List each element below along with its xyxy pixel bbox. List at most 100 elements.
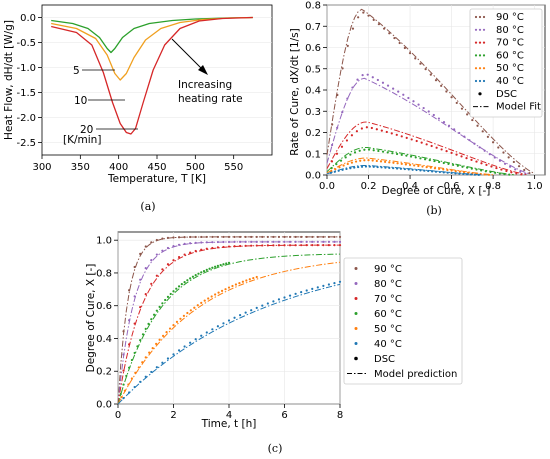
legend-marker (354, 297, 358, 300)
dsc-point (475, 168, 478, 171)
dsc-point (498, 172, 501, 175)
dsc-point (445, 90, 448, 93)
dsc-point (475, 160, 478, 163)
dsc-point (155, 253, 158, 256)
dsc-point (169, 292, 172, 296)
dsc-point (486, 135, 490, 138)
panel-a-xlabel: Temperature, T [K] (107, 173, 206, 185)
dsc-point (330, 143, 334, 147)
dsc-point (419, 169, 422, 172)
dsc-point (250, 309, 253, 312)
y-tick-label: -1.0 (16, 63, 36, 74)
dsc-point (470, 167, 473, 170)
dsc-point (134, 371, 137, 374)
dsc-point (520, 173, 523, 176)
legend-marker (474, 79, 478, 83)
dsc-point (433, 159, 436, 163)
dsc-point (415, 168, 418, 172)
dsc-point (200, 301, 203, 305)
dsc-point (455, 153, 458, 156)
dsc-point (217, 291, 220, 294)
dsc-point (468, 139, 471, 142)
dsc-point (172, 259, 175, 262)
dsc-point (424, 68, 427, 71)
dsc-point (478, 146, 481, 149)
dsc-point (214, 265, 217, 268)
dsc-point (362, 11, 365, 14)
dsc-point (431, 170, 434, 173)
dsc-point (336, 126, 339, 129)
dsc-point (414, 156, 417, 159)
dsc-point (155, 238, 158, 242)
model-fit-line (326, 164, 483, 176)
dsc-point (395, 167, 399, 170)
dsc-point (396, 162, 399, 165)
dsc-point (133, 322, 136, 325)
dsc-point (150, 259, 153, 262)
dsc-point (177, 255, 181, 259)
x-tick-label: 400 (109, 162, 128, 173)
dsc-point (216, 235, 219, 239)
dsc-point (450, 151, 453, 154)
x-tick-label: 6 (281, 410, 287, 421)
dsc-point (434, 79, 438, 82)
dsc-point (261, 235, 264, 239)
dsc-point (125, 374, 128, 377)
dsc-point (144, 267, 147, 270)
dsc-point (424, 158, 427, 161)
dsc-point (440, 84, 443, 87)
dsc-point (152, 313, 156, 316)
dsc-point (128, 319, 131, 322)
y-tick-label: 0.0 (20, 13, 36, 24)
heatflow-line-5 (51, 16, 253, 54)
dsc-point (250, 240, 253, 243)
dsc-point (222, 235, 225, 239)
dsc-point (485, 163, 488, 167)
legend-label: 70 °C (496, 38, 524, 49)
dsc-point (288, 244, 292, 247)
dsc-point (400, 135, 403, 138)
dsc-point (122, 397, 125, 400)
dsc-point (346, 162, 349, 166)
dsc-point (305, 235, 308, 239)
dsc-point (147, 322, 150, 325)
dsc-point (461, 165, 464, 168)
legend-marker (478, 41, 482, 44)
dsc-point (180, 283, 183, 286)
dsc-point (316, 286, 319, 289)
dsc-point (356, 78, 359, 81)
model-prediction-line (117, 253, 341, 405)
dsc-point (283, 235, 286, 239)
dsc-point (410, 138, 413, 141)
legend-marker (354, 327, 358, 330)
dsc-point (490, 165, 493, 168)
dsc-point (346, 97, 349, 100)
dsc-point (172, 236, 175, 239)
dsc-point (331, 123, 334, 126)
legend-marker (482, 15, 486, 19)
dsc-point (128, 366, 131, 369)
dsc-point (469, 173, 473, 176)
dsc-point (380, 129, 383, 132)
dsc-point (463, 135, 466, 138)
dsc-point (222, 240, 225, 244)
dsc-point (272, 244, 275, 247)
dsc-point (399, 167, 403, 170)
dsc-point (425, 143, 428, 146)
label-heating-rate: heating rate (178, 93, 243, 105)
dsc-point (227, 319, 231, 322)
legend-marker (478, 79, 482, 83)
dsc-point (144, 327, 147, 331)
dsc-point (222, 322, 225, 325)
dsc-point (476, 124, 479, 127)
dsc-point (428, 159, 431, 162)
dsc-point (349, 153, 352, 156)
label-unit-kmin: [K/min] (63, 134, 101, 146)
dsc-point (391, 152, 394, 155)
dsc-point (266, 244, 269, 247)
dsc-point (294, 244, 297, 247)
dsc-point (366, 73, 369, 76)
dsc-point (205, 235, 208, 239)
dsc-point (375, 159, 378, 163)
dsc-point (252, 276, 255, 280)
